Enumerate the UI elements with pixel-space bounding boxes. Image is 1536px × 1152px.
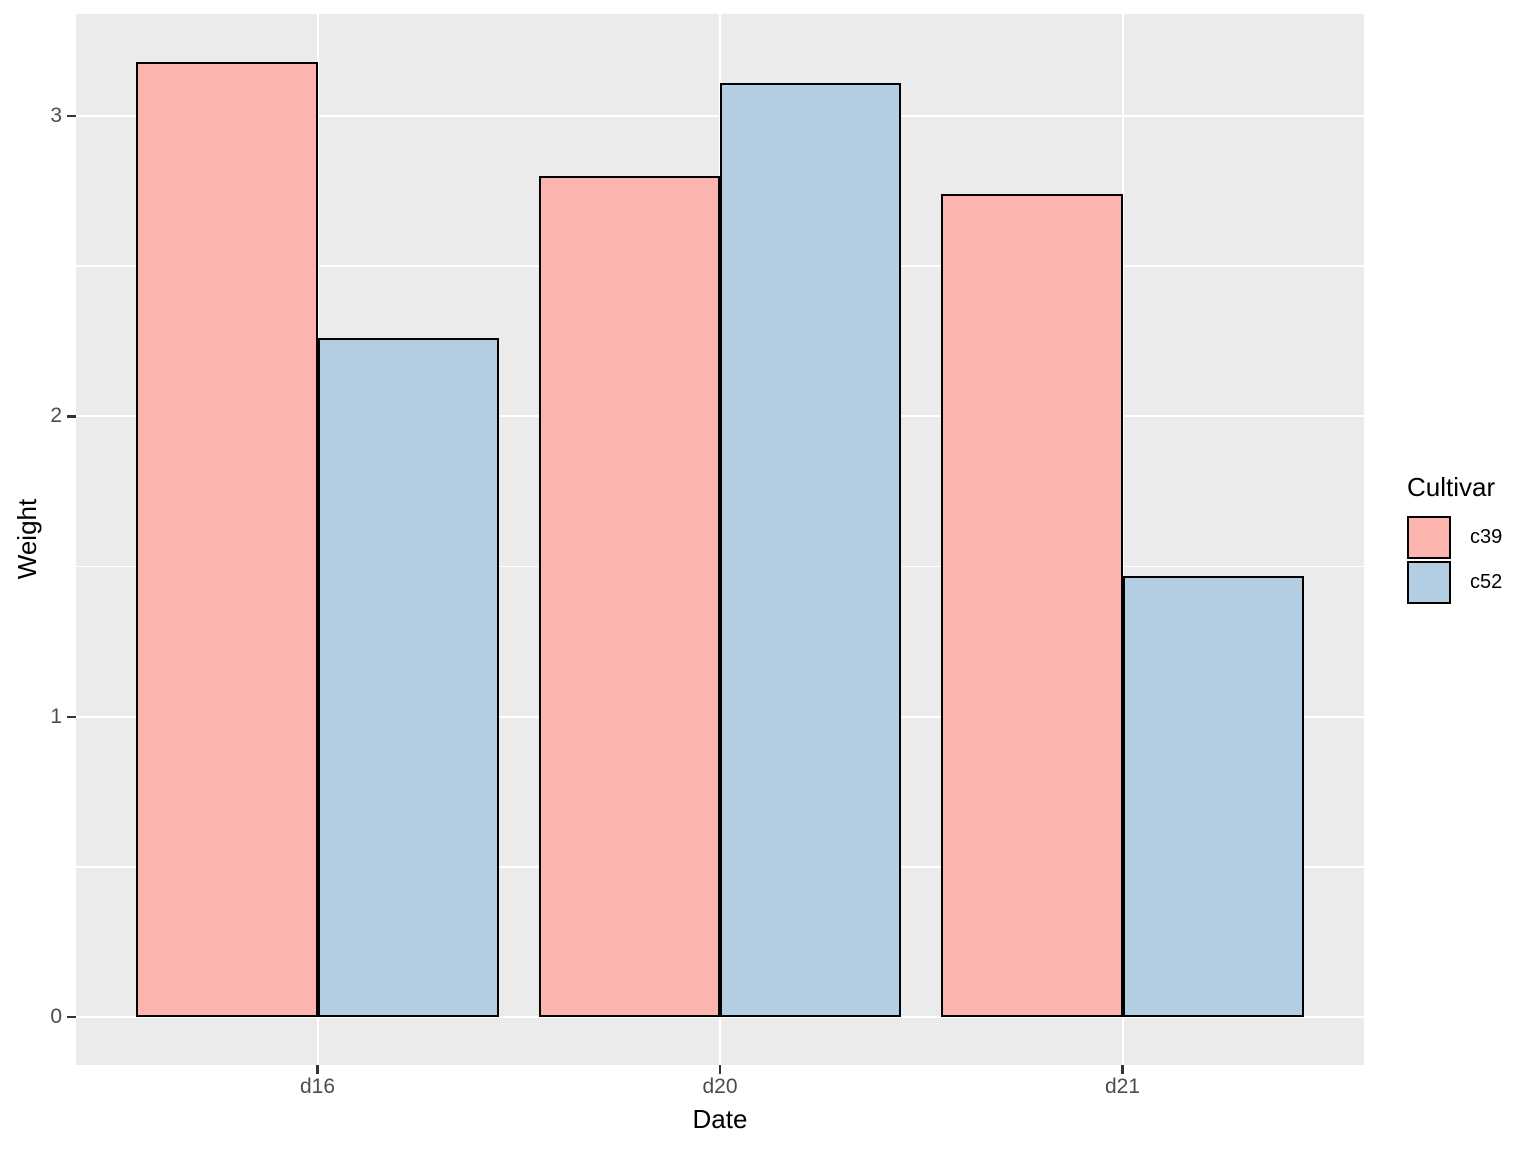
y-tick-label: 1	[50, 704, 62, 728]
legend-entry-c52: c52	[1407, 561, 1502, 604]
legend-entry-c39: c39	[1407, 516, 1502, 559]
bar-d20-c39	[538, 175, 720, 1018]
x-tick	[1121, 1065, 1124, 1074]
legend-key-c52	[1407, 561, 1451, 604]
y-tick-label: 2	[50, 404, 62, 428]
x-tick	[316, 1065, 319, 1074]
x-tick-label: d20	[702, 1075, 738, 1098]
bar-d16-c52	[317, 338, 499, 1018]
bar-d20-c52	[720, 82, 902, 1018]
gridline-major-x	[1121, 14, 1124, 1065]
y-tick	[67, 114, 76, 118]
legend-label-c39: c39	[1470, 526, 1503, 548]
y-axis-title: Weight	[12, 498, 42, 580]
legend-label-c52: c52	[1470, 571, 1503, 593]
bar-d21-c52	[1122, 575, 1304, 1018]
y-tick-label: 0	[50, 1005, 62, 1029]
x-axis-title: Date	[692, 1104, 748, 1134]
x-tick-label: d16	[299, 1075, 336, 1098]
y-tick	[67, 715, 76, 719]
x-tick-label: d21	[1104, 1075, 1141, 1098]
legend: Cultivar c39 c52	[1407, 472, 1502, 606]
y-tick	[67, 1015, 76, 1019]
bar-d16-c39	[136, 61, 318, 1018]
plot-panel	[76, 14, 1364, 1065]
y-tick	[67, 415, 76, 418]
legend-key-c39	[1407, 516, 1451, 559]
x-tick	[718, 1065, 722, 1074]
legend-entries: c39 c52	[1407, 516, 1502, 604]
legend-title: Cultivar	[1407, 472, 1496, 502]
y-tick-label: 3	[50, 103, 62, 127]
bar-d21-c39	[941, 193, 1123, 1018]
